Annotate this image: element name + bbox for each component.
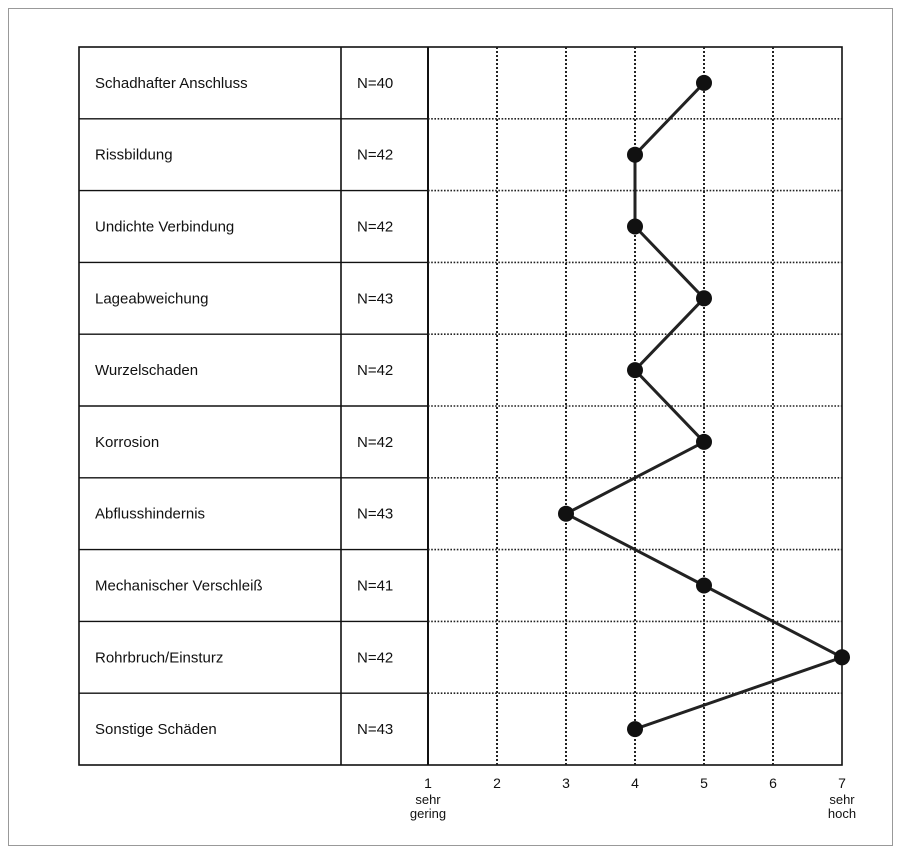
sample-size-label: N=40: [357, 75, 393, 92]
chart-frame: [8, 8, 893, 846]
x-tick-label: 7: [838, 775, 846, 791]
scale-high-label: hoch: [828, 806, 856, 821]
sample-size-label: N=43: [357, 290, 393, 307]
data-point: [696, 74, 712, 91]
data-point: [696, 577, 712, 594]
data-point: [558, 505, 574, 522]
category-label: Lageabweichung: [95, 290, 208, 307]
x-tick-label: 2: [493, 775, 501, 791]
category-label: Abflusshindernis: [95, 506, 205, 523]
sample-size-label: N=42: [357, 434, 393, 451]
sample-size-label: N=42: [357, 219, 393, 236]
data-point: [627, 721, 643, 738]
category-label: Rohrbruch/Einsturz: [95, 649, 223, 666]
sample-size-label: N=42: [357, 147, 393, 164]
category-label: Korrosion: [95, 434, 159, 451]
sample-size-label: N=43: [357, 506, 393, 523]
data-point: [834, 649, 850, 666]
category-label: Undichte Verbindung: [95, 219, 234, 236]
category-label: Sonstige Schäden: [95, 721, 217, 738]
category-label: Schadhafter Anschluss: [95, 75, 248, 92]
data-point: [627, 218, 643, 235]
sample-size-label: N=41: [357, 578, 393, 595]
scale-high-label: sehr: [829, 792, 855, 807]
data-point: [627, 362, 643, 379]
x-tick-label: 5: [700, 775, 708, 791]
sample-size-label: N=42: [357, 362, 393, 379]
category-label: Rissbildung: [95, 147, 173, 164]
profile-line: [564, 81, 844, 731]
x-tick-label: 4: [631, 775, 639, 791]
x-tick-label: 1: [424, 775, 432, 791]
sample-size-label: N=43: [357, 721, 393, 738]
scale-low-label: sehr: [415, 792, 441, 807]
data-point: [627, 146, 643, 163]
data-point: [696, 290, 712, 307]
data-point: [696, 433, 712, 450]
scale-low-label: gering: [410, 806, 446, 821]
x-tick-label: 3: [562, 775, 570, 791]
x-tick-label: 6: [769, 775, 777, 791]
sample-size-label: N=42: [357, 649, 393, 666]
category-label: Wurzelschaden: [95, 362, 198, 379]
category-label: Mechanischer Verschleiß: [95, 578, 263, 595]
